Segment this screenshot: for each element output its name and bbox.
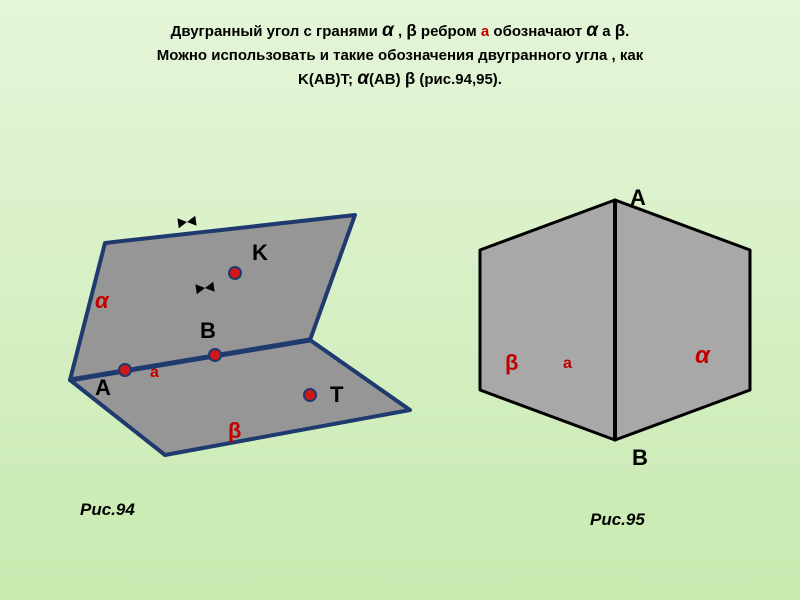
label-alpha-94: α xyxy=(95,288,109,314)
h1-alpha: α xyxy=(382,20,394,41)
figure-94 xyxy=(10,160,440,500)
h1-a: Двугранный угол с гранями xyxy=(171,23,382,40)
h3-beta: β xyxy=(405,69,415,88)
h1-alpha2: α xyxy=(586,20,598,41)
h3-a: K(AB)T; xyxy=(298,71,357,88)
h1-beta: β xyxy=(406,21,416,40)
header-text: Двугранный угол с гранями α , β ребром а… xyxy=(0,0,800,92)
label-alpha-95: α xyxy=(695,342,710,370)
h1-beta2: β xyxy=(615,21,625,40)
label-b-95: B xyxy=(632,445,648,471)
h1-edge: а xyxy=(481,23,489,40)
h3-b: (AB) xyxy=(369,71,405,88)
label-edge-a-95: а xyxy=(563,355,572,373)
figure-95 xyxy=(450,160,790,500)
label-beta-94: β xyxy=(228,418,241,444)
label-k: K xyxy=(252,240,268,266)
h1-f: . xyxy=(625,23,629,40)
h1-e: а xyxy=(598,23,615,40)
caption-95: Рис.95 xyxy=(590,510,645,530)
h1-c: ребром xyxy=(417,23,481,40)
h1-b: , xyxy=(394,23,407,40)
h2: Можно использовать и такие обозначения д… xyxy=(40,45,760,66)
label-a-94: A xyxy=(95,375,111,401)
h3-alpha: α xyxy=(357,68,369,89)
h1-d: обозначают xyxy=(489,23,586,40)
caption-94: Рис.94 xyxy=(80,500,135,520)
label-t: T xyxy=(330,382,343,408)
label-edge-a-94: а xyxy=(150,364,159,382)
label-beta-95: β xyxy=(505,350,518,376)
h3-c: (рис.94,95). xyxy=(415,71,502,88)
label-a-95: A xyxy=(630,185,646,211)
diagram-area: K α B A а T β Рис.94 A B α β а Рис.95 xyxy=(0,160,800,600)
label-b-94: B xyxy=(200,318,216,344)
